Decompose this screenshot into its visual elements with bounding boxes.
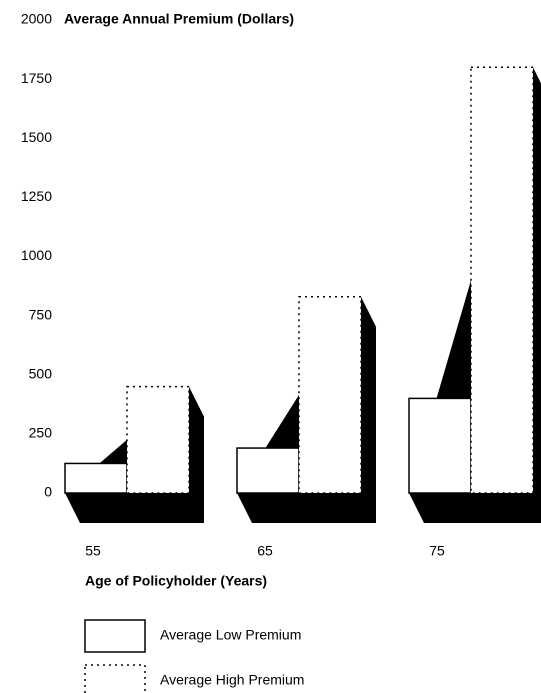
y-tick-label: 1250 — [21, 188, 52, 204]
bar — [126, 385, 190, 494]
legend-label: Average Low Premium — [160, 627, 301, 643]
x-tick-label: 55 — [85, 543, 101, 559]
y-tick-label: 750 — [29, 306, 53, 322]
y-tick-label: 1000 — [21, 247, 52, 263]
legend-swatch — [84, 664, 146, 693]
legend-label: Average High Premium — [160, 672, 304, 688]
y-tick-label: 2000 — [21, 11, 52, 27]
y-tick-label: 1750 — [21, 70, 52, 86]
x-tick-label: 65 — [257, 543, 273, 559]
x-tick-label: 75 — [429, 543, 445, 559]
chart-title: Average Annual Premium (Dollars) — [64, 11, 294, 27]
legend-swatch — [84, 619, 146, 653]
x-axis-label: Age of Policyholder (Years) — [85, 573, 267, 589]
y-tick-label: 250 — [29, 425, 53, 441]
bar — [408, 397, 472, 494]
y-tick-label: 500 — [29, 365, 53, 381]
y-tick-label: 1500 — [21, 129, 52, 145]
bar — [236, 447, 300, 494]
bar — [470, 66, 534, 494]
bar — [64, 462, 128, 494]
y-tick-label: 0 — [44, 484, 52, 500]
bar — [298, 295, 362, 494]
